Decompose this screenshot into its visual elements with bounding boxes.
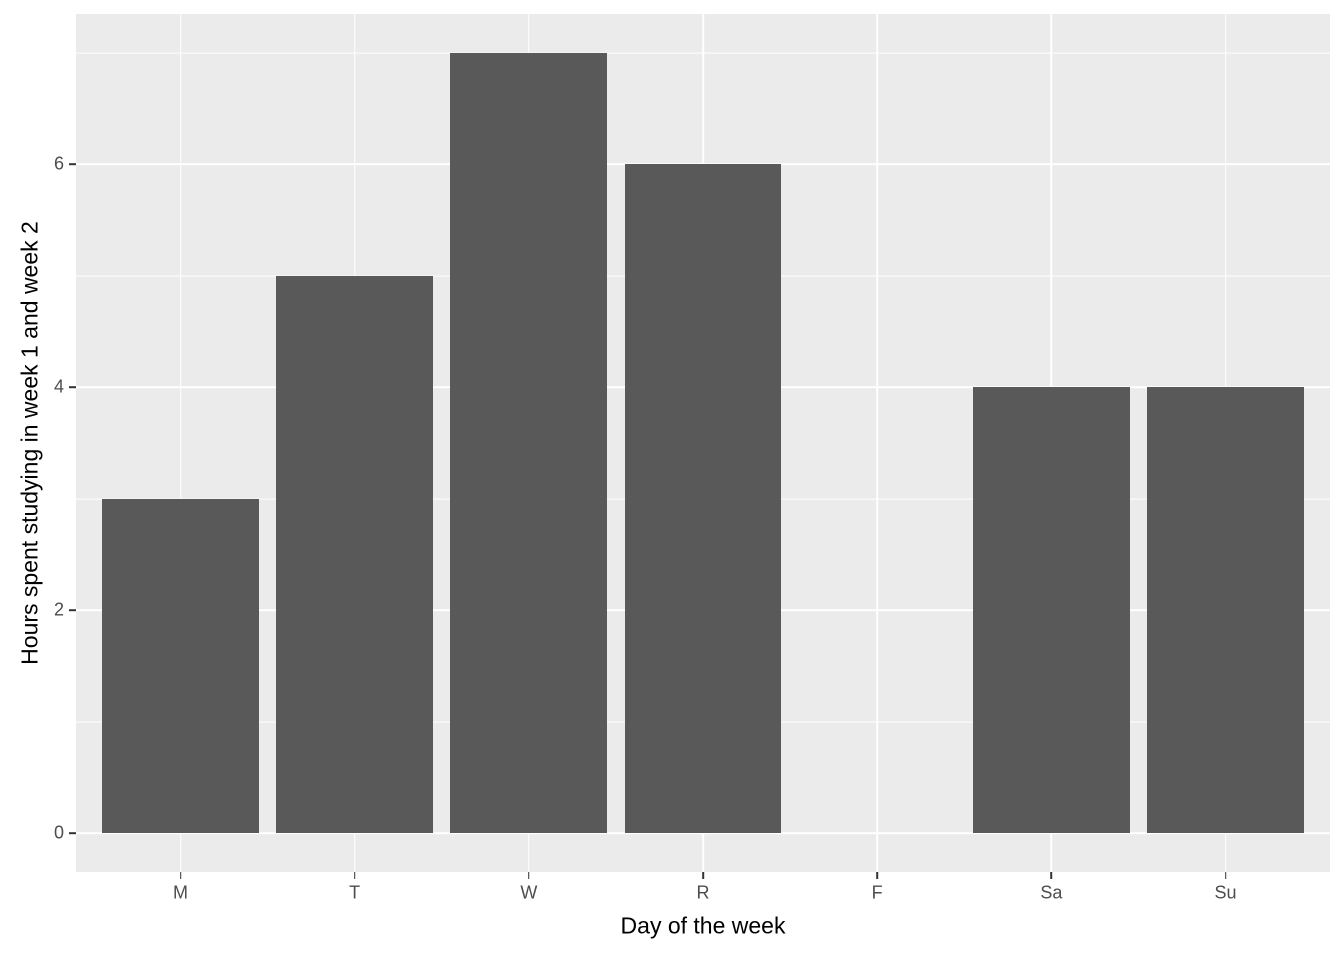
x-tick-mark: [528, 872, 530, 879]
x-tick-mark: [1224, 872, 1227, 879]
y-tick-label: 2: [53, 599, 64, 620]
y-tick-mark: [69, 832, 76, 834]
gridline-major-x: [876, 14, 878, 872]
x-tick-label: W: [520, 882, 538, 903]
y-tick-mark: [69, 609, 76, 611]
x-tick-label: Sa: [1040, 882, 1063, 903]
gridline-major-x: [179, 14, 182, 872]
x-tick-label: Su: [1214, 882, 1237, 903]
x-tick-label: M: [173, 882, 188, 903]
bar-Sa: [972, 387, 1130, 833]
x-tick-label: F: [871, 882, 883, 903]
y-axis-title: Hours spent studying in week 1 and week …: [16, 221, 43, 665]
bar-M: [102, 498, 259, 833]
y-tick-label: 0: [53, 822, 64, 843]
y-tick-label: 4: [53, 376, 64, 397]
bar-R: [624, 164, 782, 833]
plot-panel: [76, 14, 1330, 872]
y-tick-mark: [69, 386, 76, 389]
x-tick-mark: [702, 872, 704, 879]
bar-W: [450, 53, 608, 833]
x-tick-mark: [1050, 872, 1053, 879]
y-tick-mark: [69, 163, 76, 166]
bar-Su: [1147, 387, 1304, 833]
x-tick-label: T: [349, 882, 361, 903]
x-tick-label: R: [696, 882, 710, 903]
x-axis-title: Day of the week: [620, 912, 786, 939]
x-tick-mark: [179, 872, 182, 879]
x-tick-mark: [876, 872, 878, 879]
y-tick-label: 6: [53, 153, 64, 174]
bar-T: [276, 275, 434, 833]
x-tick-mark: [353, 872, 356, 879]
